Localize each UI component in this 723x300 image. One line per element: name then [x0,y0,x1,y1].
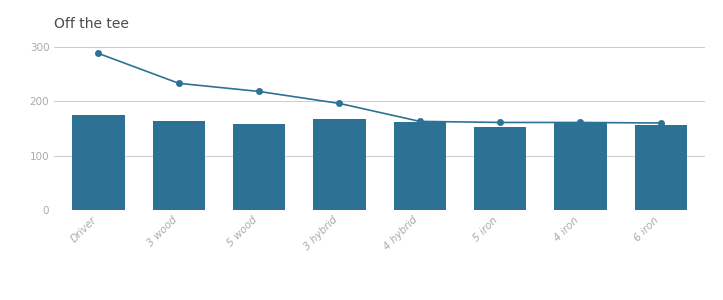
Text: Off the tee: Off the tee [54,17,129,31]
Bar [233,124,285,210]
Bar [393,122,446,210]
Bar [72,115,124,210]
Bar [313,119,366,210]
Bar [635,124,687,210]
Bar [474,127,526,210]
Bar [153,122,205,210]
Bar [555,122,607,210]
